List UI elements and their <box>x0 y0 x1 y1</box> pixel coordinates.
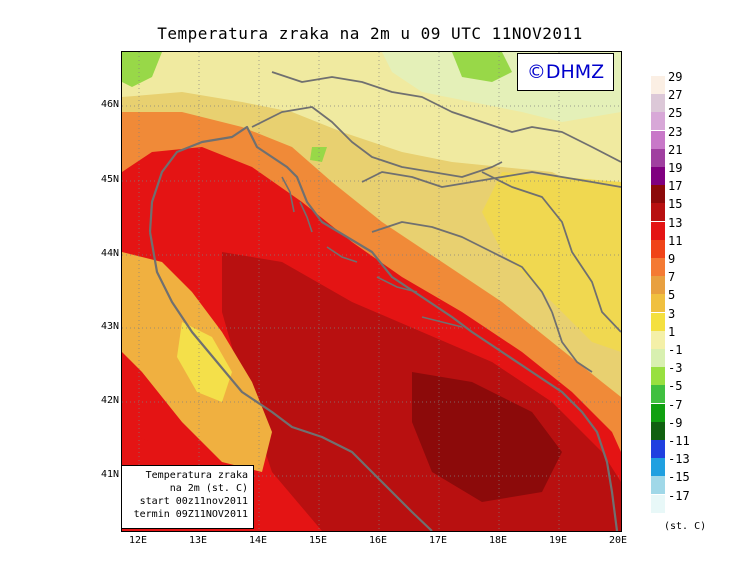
legend-swatch <box>651 494 665 513</box>
legend-label: 5 <box>668 288 676 303</box>
borders <box>251 71 621 373</box>
legend-swatch <box>651 130 665 149</box>
lat-label-42n: 42N <box>100 395 119 406</box>
legend-label: -9 <box>668 415 683 430</box>
legend-label: 23 <box>668 124 683 139</box>
legend-label: -5 <box>668 379 683 394</box>
lat-label-45n: 45N <box>100 174 119 185</box>
legend-label: 17 <box>668 179 683 194</box>
temperature-map <box>121 51 622 532</box>
lon-label-20e: 20E <box>608 535 628 546</box>
info-line-1: Temperatura zraka <box>145 470 248 481</box>
info-line-4: termin 09Z11NOV2011 <box>133 509 248 520</box>
legend-label: 25 <box>668 106 683 121</box>
legend-swatch <box>651 458 665 477</box>
east-inland-yellow <box>482 172 621 352</box>
legend-swatch <box>651 185 665 204</box>
lon-label-17e: 17E <box>428 535 448 546</box>
legend-label: 21 <box>668 142 683 157</box>
darkest-core <box>412 372 562 502</box>
green-patch-mountain <box>310 147 327 162</box>
legend-swatch <box>651 349 665 367</box>
legend-swatch <box>651 239 665 258</box>
lat-label-43n: 43N <box>100 321 119 332</box>
legend-swatch <box>651 203 665 222</box>
legend-label: 29 <box>668 70 683 84</box>
green-patch-nw <box>122 52 162 87</box>
lon-label-19e: 19E <box>548 535 568 546</box>
legend-swatch <box>651 258 665 276</box>
dhmz-logo-text: ©DHMZ <box>526 61 605 83</box>
legend-unit: (st. C) <box>664 521 707 532</box>
legend-label: 13 <box>668 215 683 230</box>
legend-label: -3 <box>668 361 683 376</box>
legend-swatch <box>651 403 665 422</box>
legend-swatch <box>651 167 665 185</box>
legend-swatch <box>651 76 665 94</box>
lon-label-13e: 13E <box>188 535 208 546</box>
info-line-3: start 00z11nov2011 <box>139 496 248 507</box>
legend-swatch <box>651 112 665 131</box>
legend-label: 27 <box>668 88 683 103</box>
legend-label: -11 <box>668 434 690 448</box>
italy-yellow-patch <box>177 322 232 402</box>
lat-label-44n: 44N <box>100 248 119 259</box>
legend-swatch <box>651 476 665 495</box>
legend-swatch <box>651 276 665 295</box>
lon-label-18e: 18E <box>488 535 508 546</box>
lon-label-16e: 16E <box>368 535 388 546</box>
lon-label-15e: 15E <box>308 535 328 546</box>
map-title: Temperatura zraka na 2m u 09 UTC 11NOV20… <box>157 24 583 43</box>
legend-label: 3 <box>668 306 676 321</box>
legend-swatch <box>651 421 665 440</box>
legend-label: 9 <box>668 252 676 266</box>
lon-label-14e: 14E <box>248 535 268 546</box>
legend-swatch <box>651 221 665 240</box>
lat-label-46n: 46N <box>100 99 119 110</box>
legend-label: 1 <box>668 324 676 339</box>
legend-swatch <box>651 330 665 349</box>
lon-label-12e: 12E <box>128 535 148 546</box>
legend-label: 19 <box>668 161 683 175</box>
legend-label: 7 <box>668 270 676 285</box>
legend-swatch <box>651 385 665 404</box>
legend-label: 11 <box>668 233 683 248</box>
legend-label: -13 <box>668 452 690 467</box>
info-box: Temperatura zraka na 2m (st. C) start 00… <box>121 465 254 529</box>
dhmz-logo-box: ©DHMZ <box>517 53 614 91</box>
legend-label: -1 <box>668 343 683 357</box>
legend-swatch <box>651 148 665 167</box>
legend-label: 15 <box>668 197 683 212</box>
legend-swatch <box>651 367 665 386</box>
green-patch-north <box>452 52 512 82</box>
legend-label: -7 <box>668 397 683 412</box>
legend-swatch <box>651 312 665 331</box>
info-line-2: na 2m (st. C) <box>169 483 248 494</box>
legend-label: -15 <box>668 470 690 485</box>
islands <box>281 176 463 328</box>
legend-swatch <box>651 294 665 313</box>
legend-label: -17 <box>668 488 690 503</box>
lat-label-41n: 41N <box>100 469 119 480</box>
legend-swatch <box>651 94 665 113</box>
legend-swatch <box>651 440 665 458</box>
